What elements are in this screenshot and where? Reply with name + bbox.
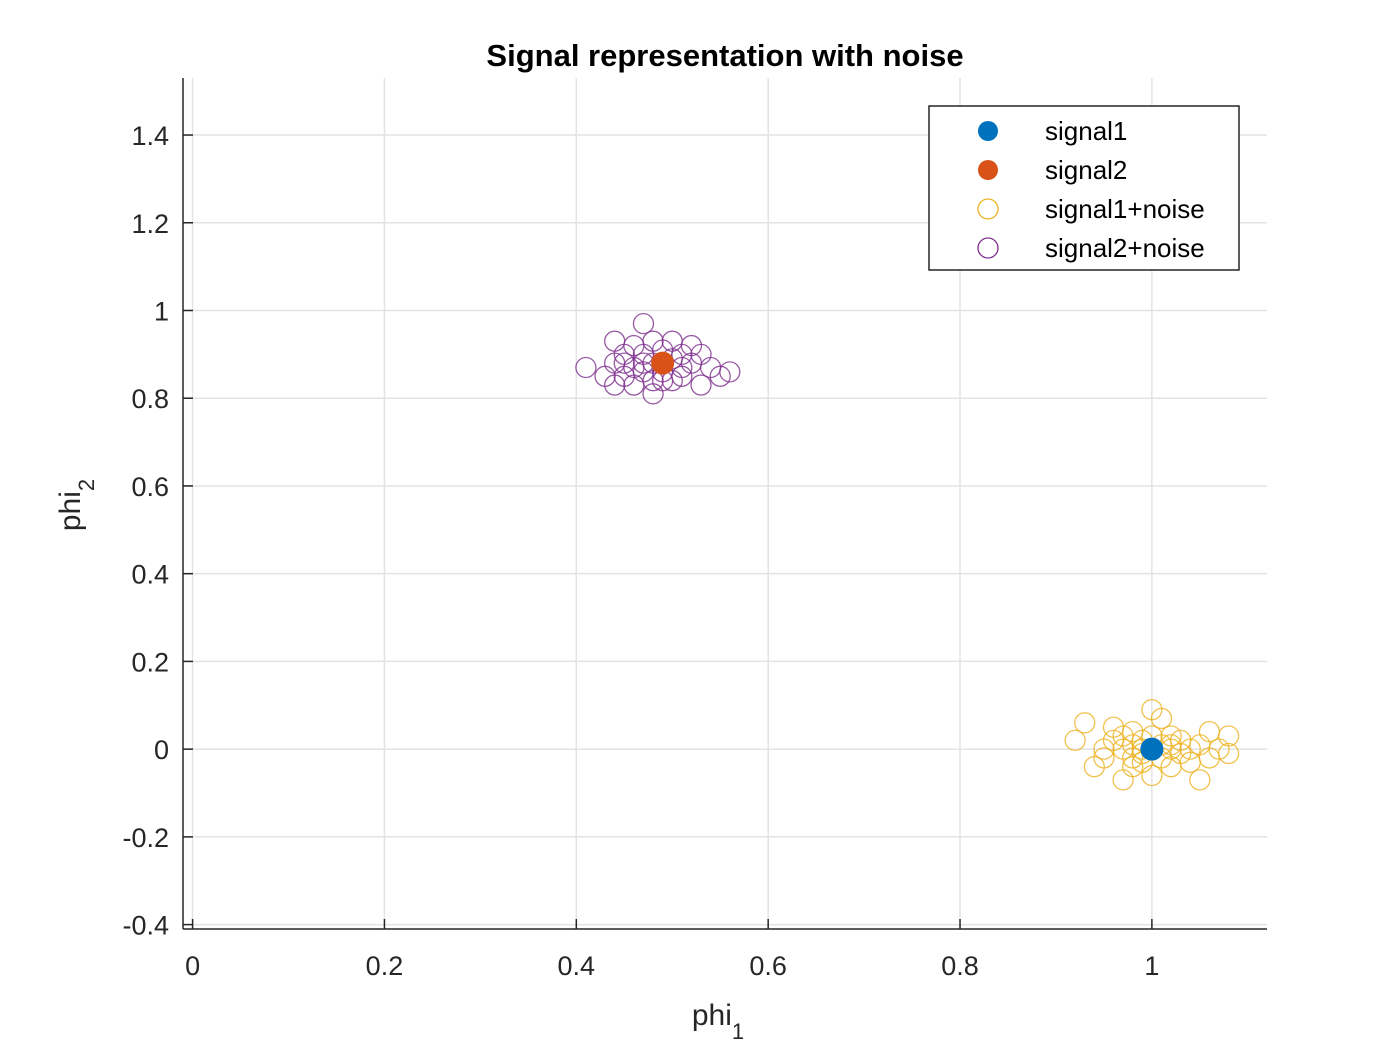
legend-label: signal2 bbox=[1045, 155, 1127, 185]
y-tick-label: -0.4 bbox=[122, 911, 169, 941]
x-tick-label: 0.4 bbox=[558, 951, 596, 981]
y-tick-label: 0 bbox=[154, 735, 169, 765]
x-tick-label: 0.2 bbox=[366, 951, 404, 981]
series-signal2 bbox=[651, 351, 675, 375]
y-axis-label-subscript: 2 bbox=[74, 479, 99, 491]
data-point bbox=[613, 352, 635, 374]
legend: signal1 signal2 signal1+noise signal2+noise bbox=[928, 105, 1240, 271]
legend-marker bbox=[978, 121, 998, 141]
x-tick-label: 1 bbox=[1144, 951, 1159, 981]
series-signal1 bbox=[1140, 737, 1164, 761]
legend-item: signal2 bbox=[978, 155, 1127, 185]
legend-marker bbox=[978, 160, 998, 180]
data-point bbox=[1064, 729, 1086, 752]
y-tick-label: 1 bbox=[154, 296, 169, 326]
data-point bbox=[1093, 747, 1115, 769]
y-tick-label: 0.6 bbox=[131, 472, 169, 502]
legend-label: signal1+noise bbox=[1045, 194, 1205, 224]
data-point bbox=[575, 356, 597, 379]
x-axis-label-subscript: 1 bbox=[732, 1019, 744, 1044]
data-point bbox=[1217, 725, 1240, 747]
data-point bbox=[632, 312, 655, 335]
x-tick-label: 0 bbox=[185, 951, 200, 981]
data-point bbox=[671, 343, 693, 366]
x-tick-label: 0.6 bbox=[749, 951, 787, 981]
x-axis-label-base: phi bbox=[692, 999, 732, 1032]
y-tick-label: 0.8 bbox=[131, 384, 169, 414]
y-tick-label: 0.4 bbox=[131, 560, 169, 590]
y-tick-label: 1.4 bbox=[131, 121, 169, 151]
data-series bbox=[575, 312, 1240, 791]
legend-marker bbox=[977, 237, 999, 259]
y-tick-label: 0.2 bbox=[131, 647, 169, 677]
y-tick-label: 1.2 bbox=[131, 209, 169, 239]
data-point bbox=[690, 374, 712, 396]
x-tick-label: 0.8 bbox=[941, 951, 979, 981]
data-point bbox=[1160, 725, 1182, 747]
x-axis-label: phi1 bbox=[692, 999, 744, 1044]
data-point bbox=[1189, 769, 1211, 791]
legend-label: signal2+noise bbox=[1045, 233, 1205, 263]
y-axis-label: phi2 bbox=[54, 479, 99, 531]
chart-title: Signal representation with noise bbox=[486, 38, 963, 73]
axes bbox=[182, 78, 1267, 930]
data-point bbox=[1140, 737, 1164, 761]
data-point bbox=[1217, 742, 1240, 765]
data-point bbox=[719, 361, 741, 383]
data-point bbox=[1122, 756, 1144, 778]
data-point bbox=[1150, 707, 1173, 730]
data-point bbox=[1141, 764, 1163, 787]
legend-item: signal1 bbox=[978, 116, 1127, 146]
legend-label: signal1 bbox=[1045, 116, 1127, 146]
legend-marker bbox=[977, 198, 999, 220]
legend-item: signal1+noise bbox=[977, 194, 1205, 224]
legend-item: signal2+noise bbox=[977, 233, 1205, 263]
x-axis-ticks: 0 0.2 0.4 0.6 0.8 1 bbox=[185, 919, 1159, 981]
data-point bbox=[709, 365, 731, 387]
y-axis-label-base: phi bbox=[54, 491, 87, 531]
data-point bbox=[1074, 712, 1096, 734]
y-axis-ticks: -0.4 -0.2 0 0.2 0.4 0.6 0.8 1 1.2 1.4 bbox=[122, 121, 193, 941]
y-tick-label: -0.2 bbox=[122, 823, 169, 853]
data-point bbox=[651, 351, 675, 375]
